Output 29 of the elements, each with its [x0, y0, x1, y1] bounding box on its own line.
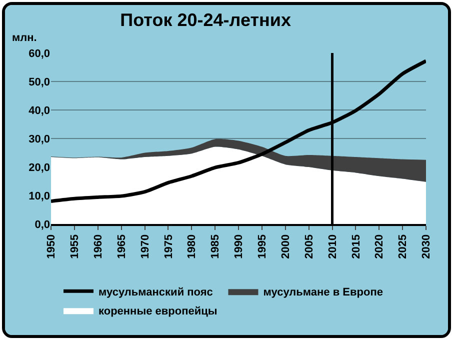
x-tick-label: 1995 [256, 234, 269, 259]
y-tick-label: 20,0 [28, 162, 50, 174]
x-tick-label: 1990 [233, 234, 246, 259]
y-tick-label: 60,0 [28, 48, 50, 60]
x-tick-label: 1960 [92, 234, 104, 259]
legend-label: коренные европейцы [98, 305, 218, 318]
x-tick-label: 2030 [420, 234, 433, 259]
x-tick-label: 2010 [326, 234, 339, 259]
y-tick-label: 0,0 [34, 218, 50, 231]
legend-label: мусульмане в Европе [263, 286, 383, 298]
x-tick-label: 1970 [139, 234, 152, 259]
x-tick-label: 1985 [210, 234, 222, 259]
x-tick-label: 2025 [397, 234, 410, 259]
y-tick-label: 50,0 [28, 76, 50, 88]
y-tick-label: 10,0 [28, 190, 50, 202]
y-tick-label: 40,0 [28, 104, 50, 117]
x-tick-label: 2015 [350, 234, 362, 259]
x-tick-label: 1975 [162, 234, 175, 259]
chart-title: Поток 20-24-летних [120, 10, 292, 30]
x-tick-label: 1950 [46, 234, 58, 259]
y-axis-title: млн. [12, 32, 37, 44]
x-tick-label: 1965 [116, 234, 128, 259]
y-tick-label: 30,0 [28, 133, 50, 146]
x-tick-label: 2005 [303, 234, 316, 259]
x-tick-label: 1980 [186, 234, 198, 259]
legend-label: мусульманский пояс [98, 286, 213, 298]
x-tick-label: 2020 [374, 234, 386, 259]
x-tick-label: 1955 [69, 234, 82, 259]
x-tick-label: 2000 [280, 234, 292, 259]
